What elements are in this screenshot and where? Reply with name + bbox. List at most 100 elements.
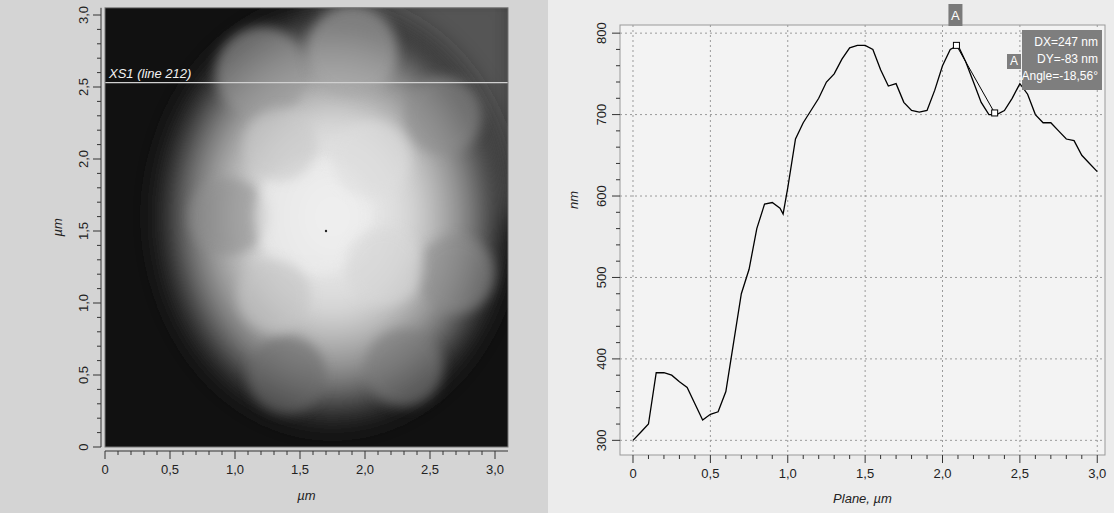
panel — [548, 0, 1114, 513]
minor-tick — [209, 451, 210, 455]
minor-tick — [97, 245, 101, 246]
cursor-line — [956, 45, 994, 113]
minor-tick — [1066, 455, 1067, 459]
minor-tick — [97, 58, 101, 59]
tick — [632, 455, 633, 463]
minor-tick — [97, 259, 101, 260]
grid-line — [620, 440, 1105, 441]
tick — [1019, 455, 1020, 463]
minor-tick — [97, 216, 101, 217]
minor-tick — [97, 317, 101, 318]
minor-tick — [896, 455, 897, 459]
minor-tick — [378, 451, 379, 455]
tick — [105, 451, 106, 459]
minor-tick — [616, 49, 620, 50]
minor-tick — [616, 310, 620, 311]
tick-label: 1,0 — [226, 462, 244, 477]
grid-line — [632, 25, 633, 455]
grid-line — [710, 25, 711, 455]
tick — [495, 451, 496, 459]
grain — [346, 228, 424, 306]
minor-tick — [97, 144, 101, 145]
afm-image — [105, 8, 508, 447]
tick-label: 700 — [594, 104, 609, 126]
minor-tick — [957, 455, 958, 459]
tick — [365, 451, 366, 459]
minor-tick — [287, 451, 288, 455]
page: XS1 (line 212)00,51,01,52,02,53,000,51,0… — [0, 0, 1114, 513]
tick — [93, 447, 101, 448]
tick — [300, 451, 301, 459]
cursor-label: A — [951, 8, 960, 23]
data-group — [633, 42, 1097, 440]
tick — [93, 375, 101, 376]
minor-tick — [927, 455, 928, 459]
grid-line — [865, 25, 866, 455]
cursor-label-box — [1007, 54, 1021, 69]
minor-tick — [616, 179, 620, 180]
tick-label: 0 — [76, 443, 91, 450]
minor-tick — [339, 451, 340, 455]
grain — [404, 77, 482, 155]
tick-label: 3,0 — [1088, 466, 1106, 481]
tick-label: 1,0 — [779, 466, 797, 481]
grid-line — [787, 25, 788, 455]
minor-tick — [352, 451, 353, 455]
minor-tick — [183, 451, 184, 455]
minor-tick — [616, 424, 620, 425]
minor-tick — [834, 455, 835, 459]
cross-section-line — [105, 82, 508, 83]
grid-line — [620, 196, 1105, 197]
annotation: XS1 (line 212) — [108, 66, 191, 81]
tick — [612, 196, 620, 197]
minor-tick — [616, 375, 620, 376]
minor-tick — [97, 389, 101, 390]
tick-label: 1,5 — [291, 462, 309, 477]
minor-tick — [725, 455, 726, 459]
minor-tick — [741, 455, 742, 459]
tick-label: 600 — [594, 185, 609, 207]
minor-tick — [443, 451, 444, 455]
grain — [248, 336, 326, 414]
minor-tick — [616, 147, 620, 148]
minor-tick — [616, 82, 620, 83]
tick-label: 0 — [101, 462, 108, 477]
minor-tick — [849, 455, 850, 459]
tick-label: 800 — [594, 22, 609, 44]
tick — [93, 87, 101, 88]
tick — [865, 455, 866, 463]
tick — [93, 303, 101, 304]
image-ground — [105, 8, 508, 447]
minor-tick — [97, 331, 101, 332]
cursor-point — [992, 110, 998, 116]
minor-tick — [97, 432, 101, 433]
minor-tick — [97, 29, 101, 30]
tick-label: 2,5 — [421, 462, 439, 477]
minor-tick — [97, 288, 101, 289]
grid-line — [620, 114, 1105, 115]
minor-tick — [157, 451, 158, 455]
grain — [333, 120, 411, 198]
cursor-label: A — [1010, 54, 1018, 68]
minor-tick — [616, 244, 620, 245]
minor-tick — [616, 212, 620, 213]
tick-label: 3,0 — [76, 6, 91, 24]
minor-tick — [97, 72, 101, 73]
minor-tick — [97, 202, 101, 203]
tick-label: 300 — [594, 429, 609, 451]
tick — [93, 15, 101, 16]
tick-label: 0 — [629, 466, 636, 481]
minor-tick — [1081, 455, 1082, 459]
minor-tick — [456, 451, 457, 455]
minor-tick — [97, 187, 101, 188]
tick-label: 2,5 — [1011, 466, 1029, 481]
minor-tick — [97, 43, 101, 44]
tick — [710, 455, 711, 463]
minor-tick — [144, 451, 145, 455]
background — [0, 0, 1114, 513]
minor-tick — [97, 403, 101, 404]
minor-tick — [97, 101, 101, 102]
axis-title: Plane, µm — [833, 491, 892, 506]
minor-tick — [616, 293, 620, 294]
x-axis — [105, 451, 508, 452]
